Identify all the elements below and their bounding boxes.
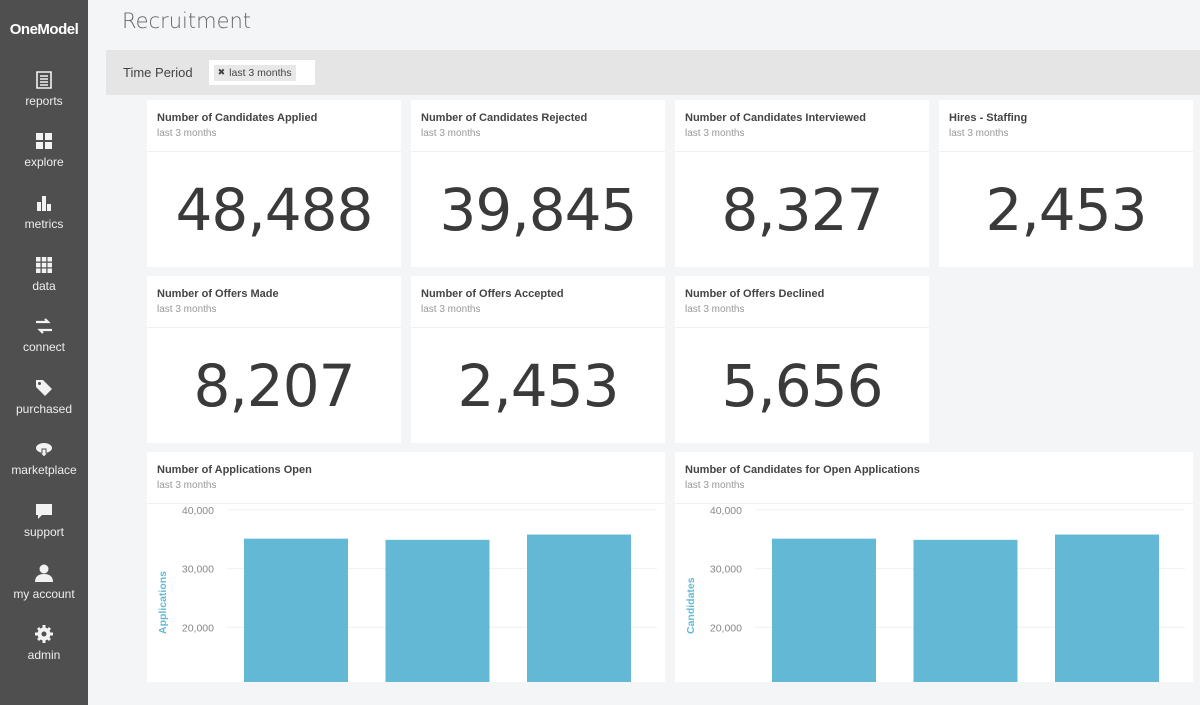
sidebar: OneModel reports explore metrics data connec… bbox=[0, 0, 88, 705]
filter-chip: ✖ last 3 months bbox=[213, 64, 296, 81]
chart-subtitle: last 3 months bbox=[685, 480, 745, 491]
filter-bar: Time Period ✖ last 3 months bbox=[106, 50, 1200, 95]
bar-chart: 20,000 30,000 40,000 Applications bbox=[157, 505, 657, 682]
filter-chip-label: last 3 months bbox=[229, 66, 292, 79]
bar bbox=[913, 539, 1018, 682]
y-axis-label: Applications bbox=[157, 571, 169, 634]
sidebar-item-label: my account bbox=[13, 586, 75, 601]
user-icon bbox=[35, 564, 53, 582]
bar-chart: 20,000 30,000 40,000 Candidates bbox=[685, 505, 1185, 682]
cloud-download-icon bbox=[36, 443, 52, 459]
metric-card[interactable]: Hires - Staffing last 3 months 2,453 bbox=[939, 100, 1193, 267]
card-title: Number of Candidates Applied bbox=[157, 112, 318, 124]
metric-card[interactable]: Number of Candidates Applied last 3 month… bbox=[147, 100, 401, 267]
metric-value: 2,453 bbox=[985, 175, 1147, 244]
connect-icon bbox=[36, 318, 52, 334]
card-subtitle: last 3 months bbox=[949, 128, 1009, 139]
sidebar-item-purchased[interactable]: purchased bbox=[0, 366, 88, 428]
sidebar-item-data[interactable]: data bbox=[0, 243, 88, 305]
card-title: Number of Candidates Interviewed bbox=[685, 112, 866, 124]
gear-icon bbox=[35, 625, 53, 644]
metric-card[interactable]: Number of Candidates Interviewed last 3 m… bbox=[675, 100, 929, 267]
card-title: Number of Offers Declined bbox=[685, 288, 825, 300]
metric-value: 48,488 bbox=[175, 175, 374, 244]
card-subtitle: last 3 months bbox=[685, 128, 745, 139]
chart-card: Number of Candidates for Open Applicatio… bbox=[675, 452, 1193, 682]
chat-icon bbox=[36, 503, 52, 519]
y-tick-label: 40,000 bbox=[710, 505, 742, 517]
sidebar-item-label: marketplace bbox=[11, 463, 77, 478]
y-tick-label: 40,000 bbox=[182, 505, 214, 517]
sidebar-item-admin[interactable]: admin bbox=[0, 612, 88, 674]
metric-card[interactable]: Number of Offers Made last 3 months 8,207 bbox=[147, 276, 401, 443]
y-tick-label: 30,000 bbox=[710, 564, 742, 576]
sidebar-item-reports[interactable]: reports bbox=[0, 58, 88, 120]
card-title: Hires - Staffing bbox=[949, 112, 1028, 124]
tag-icon bbox=[36, 379, 52, 396]
sidebar-item-label: purchased bbox=[15, 401, 73, 416]
metric-card[interactable]: Number of Offers Accepted last 3 months 2,… bbox=[411, 276, 665, 443]
bar bbox=[385, 539, 490, 682]
chart-subtitle: last 3 months bbox=[157, 480, 217, 491]
reports-icon bbox=[36, 70, 52, 89]
chart-card: Number of Applications Open last 3 months… bbox=[147, 452, 665, 682]
chart-title: Number of Candidates for Open Applicatio… bbox=[685, 464, 920, 476]
sidebar-item-metrics[interactable]: metrics bbox=[0, 181, 88, 243]
metrics-icon bbox=[37, 195, 51, 211]
sidebar-item-label: reports bbox=[25, 93, 63, 108]
y-tick-label: 20,000 bbox=[182, 622, 214, 634]
metric-card[interactable]: Number of Offers Declined last 3 months 5,… bbox=[675, 276, 929, 443]
explore-icon bbox=[36, 133, 52, 150]
metric-card[interactable]: Number of Candidates Rejected last 3 mont… bbox=[411, 100, 665, 267]
chart-title: Number of Applications Open bbox=[157, 464, 312, 476]
bar bbox=[1055, 534, 1159, 682]
sidebar-item-label: admin bbox=[27, 648, 61, 663]
y-tick-label: 30,000 bbox=[182, 564, 214, 576]
card-subtitle: last 3 months bbox=[157, 128, 217, 139]
card-subtitle: last 3 months bbox=[157, 304, 217, 315]
bar bbox=[527, 534, 631, 682]
card-subtitle: last 3 months bbox=[421, 128, 481, 139]
card-subtitle: last 3 months bbox=[685, 304, 745, 315]
page-title: Recruitment bbox=[122, 9, 252, 33]
card-subtitle: last 3 months bbox=[421, 304, 481, 315]
sidebar-item-my-account[interactable]: my account bbox=[0, 551, 88, 613]
card-title: Number of Offers Made bbox=[157, 288, 279, 300]
sidebar-item-label: data bbox=[32, 278, 56, 293]
sidebar-item-label: metrics bbox=[24, 216, 64, 231]
card-title: Number of Offers Accepted bbox=[421, 288, 564, 300]
metric-value: 2,453 bbox=[457, 351, 619, 420]
time-period-filter[interactable]: ✖ last 3 months bbox=[208, 60, 315, 85]
sidebar-item-label: support bbox=[23, 524, 65, 539]
remove-chip-icon[interactable]: ✖ bbox=[217, 67, 226, 77]
data-icon bbox=[36, 256, 52, 273]
y-axis-label: Candidates bbox=[685, 577, 697, 634]
card-title: Number of Candidates Rejected bbox=[421, 112, 588, 124]
y-tick-label: 20,000 bbox=[710, 622, 742, 634]
bar bbox=[244, 538, 348, 682]
metric-value: 8,327 bbox=[721, 175, 883, 244]
metric-value: 39,845 bbox=[439, 175, 638, 244]
metric-value: 5,656 bbox=[721, 351, 883, 420]
filter-label: Time Period bbox=[123, 65, 193, 80]
sidebar-item-explore[interactable]: explore bbox=[0, 120, 88, 182]
sidebar-item-marketplace[interactable]: marketplace bbox=[0, 428, 88, 490]
bar bbox=[772, 538, 876, 682]
sidebar-item-connect[interactable]: connect bbox=[0, 304, 88, 366]
logo[interactable]: OneModel bbox=[9, 20, 79, 38]
sidebar-item-label: explore bbox=[24, 155, 64, 170]
sidebar-item-support[interactable]: support bbox=[0, 489, 88, 551]
sidebar-item-label: connect bbox=[22, 340, 66, 355]
metric-value: 8,207 bbox=[193, 351, 355, 420]
